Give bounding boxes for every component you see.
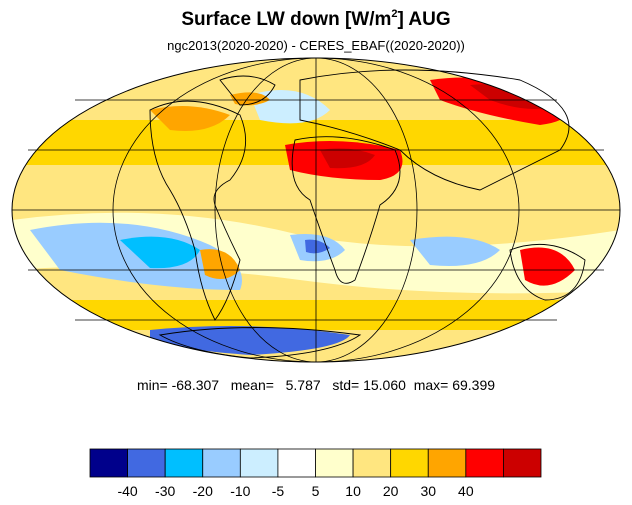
colorbar-swatch [277, 448, 316, 478]
colorbar-swatch [465, 448, 504, 478]
colorbar-tick-label: -10 [230, 483, 250, 499]
field-greenland-warm [230, 92, 270, 106]
field-antarctic-cold [150, 326, 350, 355]
colorbar-tick-label: -20 [193, 483, 213, 499]
field-pacific-cool [30, 222, 242, 290]
chart-title: Surface LW down [W/m2] AUG [181, 8, 451, 30]
colorbar-tick-label: -30 [155, 483, 175, 499]
colorbar-swatch [427, 448, 467, 478]
field-america-warm [150, 106, 230, 131]
stats-line: min= -68.307 mean= 5.787 std= 15.060 max… [136, 377, 496, 393]
colorbar-tick-label: 10 [345, 483, 361, 499]
colorbar-swatch [352, 448, 392, 478]
colorbar-swatch [390, 448, 429, 478]
colorbar-tick-label: 40 [458, 483, 474, 499]
colorbar-tick-label: -5 [272, 483, 285, 499]
americas-coast [149, 100, 247, 321]
colorbar-tick-label: 20 [383, 483, 399, 499]
field-sahara-hot [320, 148, 375, 169]
field-indian-cool [410, 236, 500, 266]
colorbar-swatch [164, 448, 204, 478]
map-border [11, 57, 621, 363]
africa-coast [291, 136, 401, 284]
field-arctic-cool [250, 90, 330, 124]
australia-coast [509, 243, 586, 301]
field-atlantic-colder [305, 239, 330, 254]
colorbar-tick-label: 5 [312, 483, 320, 499]
field-southamerica-warm [200, 249, 240, 279]
field-australia-warm [520, 247, 575, 286]
colorbar-swatch [503, 448, 542, 478]
eurasia-coast [299, 69, 570, 191]
colorbar-swatch [315, 448, 354, 478]
field-pacific-colder [120, 236, 200, 269]
colorbar-swatch [127, 448, 166, 478]
colorbar-swatch [89, 448, 128, 478]
greenland-coast [219, 75, 276, 106]
colorbar-swatch [239, 448, 279, 478]
colorbar-tick-label: -40 [117, 483, 137, 499]
chart-subtitle: ngc2013(2020-2020) - CERES_EBAF((2020-20… [167, 38, 465, 53]
colorbar-swatch [202, 448, 241, 478]
colorbar-tick-label: 30 [420, 483, 436, 499]
